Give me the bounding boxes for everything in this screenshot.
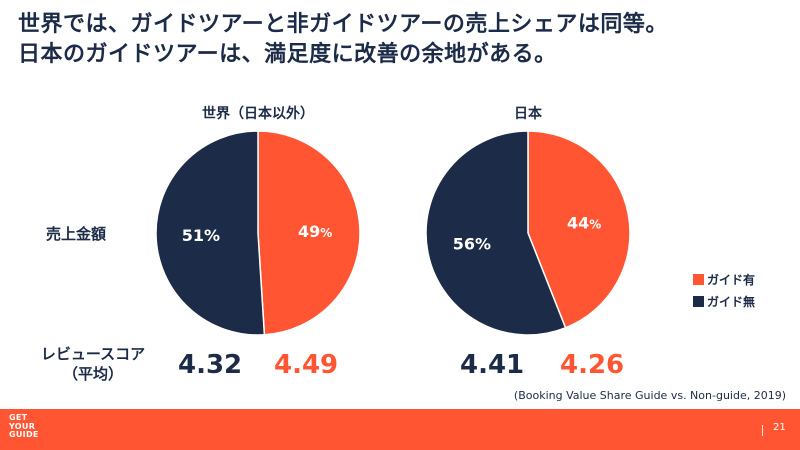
review-score-japan-guided: 4.26 [560, 350, 625, 380]
legend-swatch-unguided [693, 295, 704, 307]
pie-label-value-world-guided: 49 [298, 222, 320, 241]
source-note: (Booking Value Share Guide vs. Non-guide… [513, 389, 786, 402]
page-number: 21 [773, 422, 786, 433]
legend-item-guided: ガイド有 [693, 268, 755, 290]
legend-item-unguided: ガイド無 [693, 290, 755, 312]
page-number-separator [762, 425, 763, 436]
pie-label-japan-guided: 44% [567, 213, 601, 232]
pie-slice-japan-guided [527, 130, 631, 329]
pie-label-world-unguided: 51% [182, 226, 220, 245]
slide-title-line-1: 世界では、ガイドツアーと非ガイドツアーの売上シェアは同等。 [18, 12, 668, 37]
legend: ガイド有 ガイド無 [693, 268, 755, 312]
footer-bar: GET YOUR GUIDE 21 [0, 409, 800, 450]
pie-slice-world-unguided [155, 130, 266, 336]
legend-label-guided: ガイド有 [707, 272, 756, 287]
pie-label-unit-japan-unguided: % [475, 235, 491, 254]
pie-label-value-japan-unguided: 56 [453, 235, 475, 254]
review-score-world-guided: 4.49 [274, 350, 339, 380]
logo-line-1: GET [9, 413, 28, 422]
logo-line-2: YOUR [9, 421, 36, 431]
logo-line-3: GUIDE [9, 430, 39, 439]
review-score-world-unguided: 4.32 [178, 350, 243, 380]
chart-title-japan: 日本 [514, 106, 542, 122]
chart-title-world: 世界（日本以外） [202, 106, 314, 122]
pie-label-value-japan-guided: 44 [567, 213, 589, 232]
pie-label-unit-japan-guided: % [589, 217, 601, 231]
slide-title: 世界では、ガイドツアーと非ガイドツアーの売上シェアは同等。 日本のガイドツアーは… [18, 10, 778, 70]
pie-label-unit-world-unguided: % [204, 226, 220, 245]
pie-chart-world: 49%51% [155, 130, 361, 336]
pie-label-world-guided: 49% [298, 222, 332, 241]
row-label-sales: 売上金額 [46, 225, 107, 243]
pie-label-japan-unguided: 56% [453, 235, 491, 254]
pie-chart-japan: 44%56% [425, 130, 631, 336]
row-label-review-line-2: （平均） [62, 365, 123, 383]
pie-label-value-world-unguided: 51 [182, 226, 204, 245]
getyourguide-logo: GET YOUR GUIDE [9, 413, 39, 440]
pie-label-unit-world-guided: % [320, 226, 332, 240]
legend-swatch-guided [693, 273, 704, 285]
slide-title-line-2: 日本のガイドツアーは、満足度に改善の余地がある。 [18, 42, 557, 67]
review-score-japan-unguided: 4.41 [460, 350, 525, 380]
row-label-review: レビュースコア （平均） [28, 344, 158, 384]
legend-label-unguided: ガイド無 [707, 294, 756, 309]
pie-slice-japan-unguided [425, 130, 567, 336]
row-label-review-line-1: レビュースコア [40, 345, 146, 363]
pie-slice-world-guided [257, 130, 361, 336]
